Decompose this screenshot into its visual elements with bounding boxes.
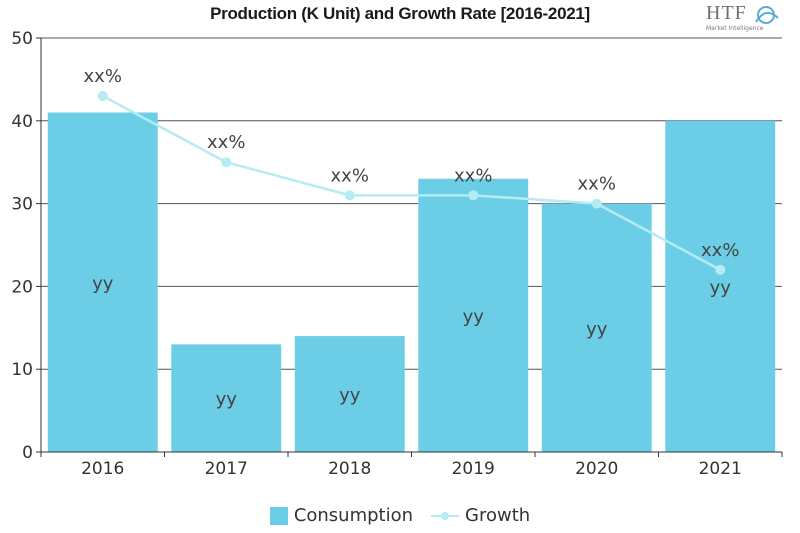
x-tick-label: 2018 [328, 459, 371, 479]
chart-title: Production (K Unit) and Growth Rate [201… [210, 4, 590, 23]
bar-data-label: yy [710, 277, 732, 298]
logo-brand: HTF [706, 2, 747, 24]
growth-data-label: xx% [207, 132, 245, 153]
legend: Consumption Growth [0, 505, 800, 526]
y-tick-label: 10 [11, 360, 33, 380]
logo-tagline: Market Intelligence [706, 25, 764, 32]
x-tick-label: 2021 [699, 459, 742, 479]
x-tick-label: 2016 [81, 459, 124, 479]
growth-point-2017 [221, 157, 232, 168]
bar-consumption-2018 [294, 336, 405, 452]
legend-swatch-growth [431, 511, 460, 520]
gridlines [41, 37, 782, 370]
y-tick-label: 20 [11, 277, 33, 297]
y-tick-label: 50 [11, 29, 33, 49]
y-tick-label: 30 [11, 195, 33, 215]
growth-point-2018 [344, 190, 355, 201]
bar-data-label: yy [216, 389, 238, 410]
growth-point-2021 [715, 264, 726, 275]
bar-consumption-2021 [665, 120, 776, 453]
growth-data-label: xx% [331, 165, 369, 186]
legend-label-growth: Growth [465, 505, 531, 526]
growth-data-label: xx% [578, 174, 616, 195]
growth-point-2020 [591, 198, 602, 209]
growth-point-2016 [97, 90, 108, 101]
bar-consumption-2016 [47, 112, 158, 453]
bar-data-label: yy [586, 319, 608, 340]
axes: 0 10 20 30 40 50 2016 2017 2018 2019 2020 2021 [11, 29, 783, 479]
bar-consumption-2017 [171, 344, 282, 452]
x-tick-label: 2020 [575, 459, 618, 479]
growth-data-label: xx% [84, 66, 122, 87]
growth-line-path [102, 94, 721, 271]
line-growth [97, 90, 726, 275]
growth-data-label: xx% [701, 240, 739, 261]
bar-consumption-2020 [541, 203, 652, 452]
bar-data-label: yy [339, 385, 361, 406]
bar-data-label: yy [92, 273, 114, 294]
x-tick-label: 2017 [205, 459, 248, 479]
logo-globe-icon [755, 6, 779, 24]
htf-logo: HTF Market Intelligence [706, 2, 786, 36]
y-tick-label: 40 [11, 112, 33, 132]
bars-consumption [47, 112, 776, 453]
data-labels: yy yy yy yy yy yy xx% xx% xx% xx% xx% xx% [84, 66, 740, 410]
growth-point-2019 [468, 190, 479, 201]
legend-item-consumption[interactable]: Consumption [269, 505, 414, 526]
y-tick-label: 0 [22, 443, 33, 463]
legend-label-consumption: Consumption [293, 505, 414, 526]
x-tick-label: 2019 [452, 459, 495, 479]
legend-swatch-consumption [269, 506, 288, 525]
bar-consumption-2019 [418, 178, 529, 452]
growth-data-label: xx% [454, 165, 492, 186]
legend-item-growth[interactable]: Growth [431, 505, 530, 526]
bar-data-label: yy [463, 306, 485, 327]
